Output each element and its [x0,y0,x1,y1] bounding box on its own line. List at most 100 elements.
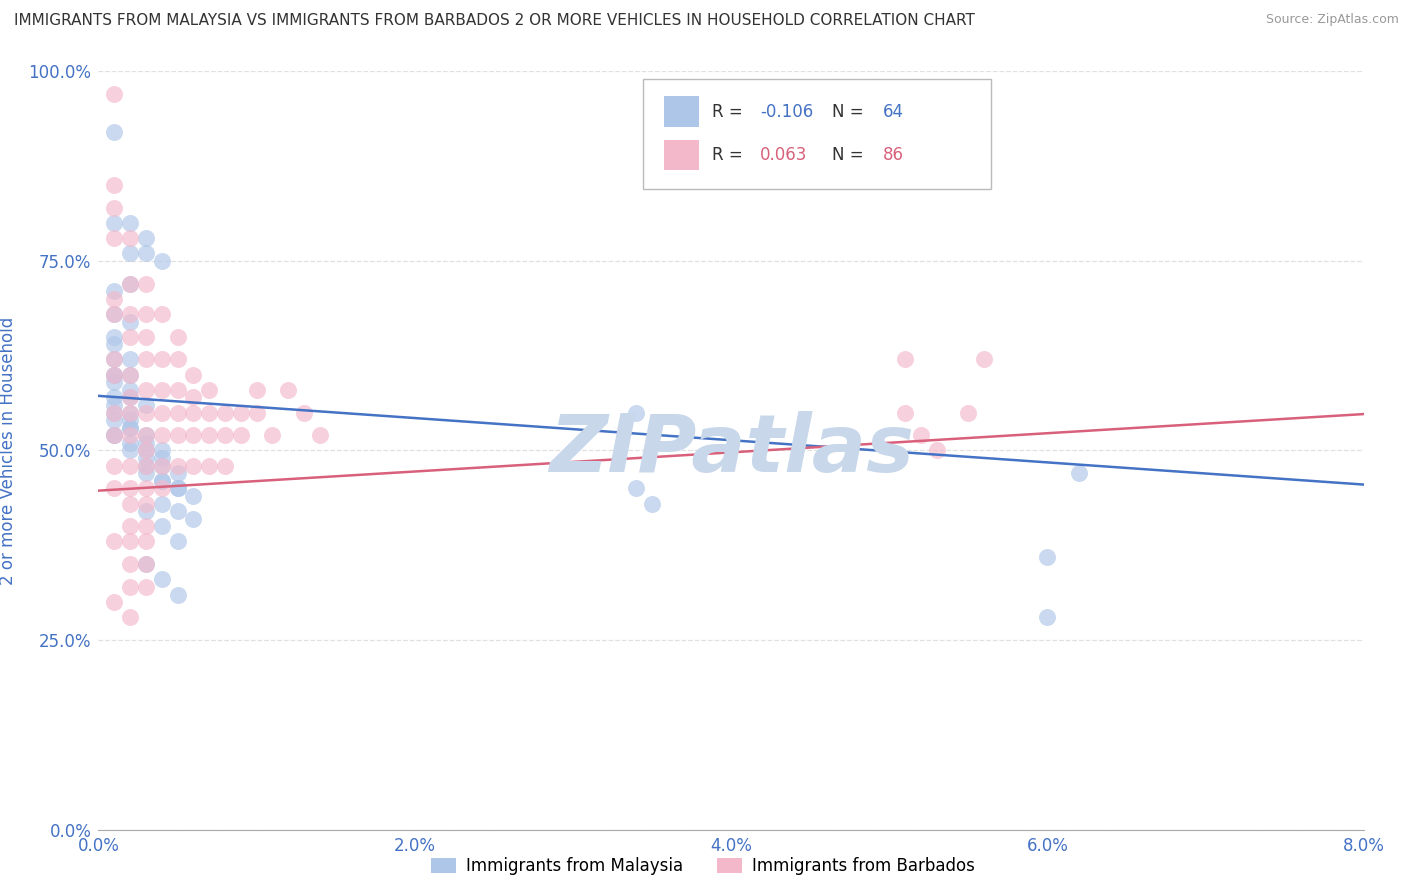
Text: IMMIGRANTS FROM MALAYSIA VS IMMIGRANTS FROM BARBADOS 2 OR MORE VEHICLES IN HOUSE: IMMIGRANTS FROM MALAYSIA VS IMMIGRANTS F… [14,13,974,29]
Text: R =: R = [711,103,748,120]
Point [135,482,157,496]
Bar [664,140,699,170]
Text: N =: N = [832,103,869,120]
Text: -0.106: -0.106 [761,103,814,120]
Point [214,428,236,442]
Point [214,405,236,420]
Point [103,337,125,351]
Point [135,277,157,291]
Point [103,292,125,306]
Point [120,383,141,397]
Point [120,368,141,382]
Point [198,458,221,473]
Point [150,482,173,496]
Point [1067,467,1090,481]
Point [120,368,141,382]
Point [150,496,173,510]
Point [103,330,125,344]
Point [277,383,299,397]
Point [135,330,157,344]
Point [183,405,205,420]
Point [120,405,141,420]
Point [103,368,125,382]
Point [120,352,141,367]
Bar [664,96,699,127]
Point [103,458,125,473]
Point [198,383,221,397]
Point [120,216,141,230]
Point [120,277,141,291]
Point [183,489,205,503]
Point [103,428,125,442]
Point [120,246,141,260]
Point [229,428,252,442]
Text: 86: 86 [883,145,904,164]
Point [120,519,141,533]
Point [120,443,141,458]
Point [925,443,948,458]
Point [120,330,141,344]
Point [1036,549,1059,564]
Point [103,405,125,420]
Point [166,352,188,367]
Point [120,413,141,427]
Point [135,352,157,367]
Point [120,391,141,405]
Point [120,436,141,450]
Point [183,512,205,526]
Point [103,352,125,367]
Point [103,352,125,367]
Point [957,405,980,420]
Point [103,231,125,245]
Point [103,428,125,442]
Legend: Immigrants from Malaysia, Immigrants from Barbados: Immigrants from Malaysia, Immigrants fro… [423,849,983,884]
Point [135,557,157,572]
Point [910,428,932,442]
Point [103,216,125,230]
Point [135,443,157,458]
Point [135,436,157,450]
Point [641,496,664,510]
Point [120,421,141,435]
Point [120,405,141,420]
Point [103,413,125,427]
Point [150,519,173,533]
Point [135,467,157,481]
Point [166,428,188,442]
Point [166,330,188,344]
Point [183,458,205,473]
Point [103,125,125,139]
Point [877,103,901,117]
Point [120,580,141,594]
Point [135,504,157,518]
Point [135,534,157,549]
Point [103,482,125,496]
Point [103,368,125,382]
Point [135,557,157,572]
Point [135,458,157,473]
Point [103,87,125,102]
Point [624,405,647,420]
Point [183,368,205,382]
Point [166,534,188,549]
Point [120,277,141,291]
Point [150,428,173,442]
Point [120,391,141,405]
Point [135,231,157,245]
Point [135,428,157,442]
Point [150,451,173,466]
Point [150,443,173,458]
Point [135,443,157,458]
Point [166,458,188,473]
Point [150,474,173,488]
Point [150,458,173,473]
Point [135,405,157,420]
Point [877,125,901,139]
Text: ZIPatlas: ZIPatlas [548,411,914,490]
Point [183,428,205,442]
Point [198,428,221,442]
Point [214,458,236,473]
Point [103,201,125,215]
Point [103,376,125,390]
Y-axis label: 2 or more Vehicles in Household: 2 or more Vehicles in Household [0,317,17,584]
